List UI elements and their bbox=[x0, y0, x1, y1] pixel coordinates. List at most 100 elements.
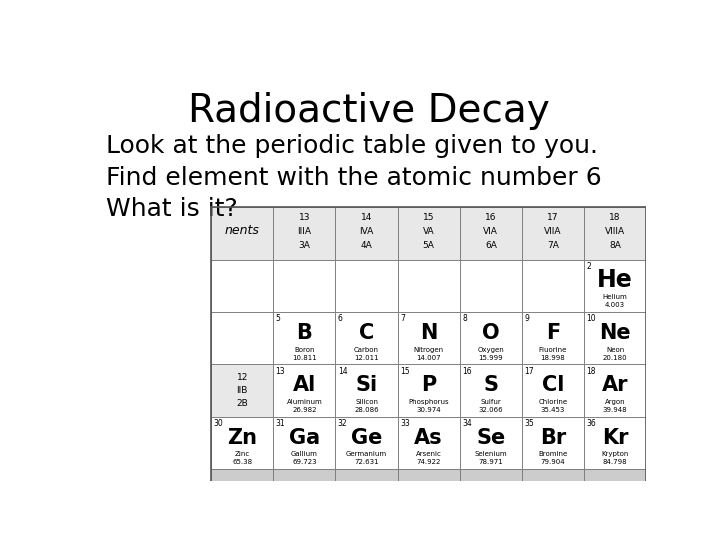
Bar bbox=[397, 469, 460, 482]
Text: 32.066: 32.066 bbox=[479, 407, 503, 413]
Bar bbox=[522, 207, 584, 260]
Text: Argon: Argon bbox=[605, 399, 626, 405]
Text: 4A: 4A bbox=[361, 241, 372, 251]
Text: Krypton: Krypton bbox=[601, 451, 629, 457]
Text: Carbon: Carbon bbox=[354, 347, 379, 353]
Text: Nitrogen: Nitrogen bbox=[413, 347, 444, 353]
Text: 26.982: 26.982 bbox=[292, 407, 317, 413]
Text: 34: 34 bbox=[462, 419, 472, 428]
Text: Radioactive Decay: Radioactive Decay bbox=[188, 92, 550, 130]
Bar bbox=[584, 312, 647, 365]
Bar bbox=[274, 364, 336, 417]
Text: 6A: 6A bbox=[485, 241, 497, 251]
Text: IIB: IIB bbox=[237, 386, 248, 395]
Bar bbox=[211, 207, 647, 482]
Bar bbox=[274, 207, 336, 260]
Text: 12.011: 12.011 bbox=[354, 355, 379, 361]
Text: IIIA: IIIA bbox=[297, 227, 311, 237]
Bar bbox=[460, 469, 522, 482]
Text: Aluminum: Aluminum bbox=[287, 399, 323, 405]
Bar bbox=[460, 312, 522, 365]
Text: Oxygen: Oxygen bbox=[477, 347, 504, 353]
Text: 14: 14 bbox=[361, 213, 372, 222]
Text: 74.922: 74.922 bbox=[416, 459, 441, 465]
Text: Find element with the atomic number 6: Find element with the atomic number 6 bbox=[106, 166, 601, 191]
Text: 13: 13 bbox=[299, 213, 310, 222]
Text: 72.631: 72.631 bbox=[354, 459, 379, 465]
Text: 5A: 5A bbox=[423, 241, 435, 251]
Bar bbox=[211, 469, 274, 482]
Text: 20.180: 20.180 bbox=[603, 355, 627, 361]
Bar bbox=[397, 207, 460, 260]
Text: 9: 9 bbox=[524, 314, 529, 323]
Text: 6: 6 bbox=[338, 314, 343, 323]
Text: 10: 10 bbox=[586, 314, 596, 323]
Text: Se: Se bbox=[476, 428, 505, 448]
Bar bbox=[274, 469, 336, 482]
Bar bbox=[584, 260, 647, 312]
Bar bbox=[522, 364, 584, 417]
Text: 16: 16 bbox=[462, 367, 472, 376]
Bar bbox=[336, 207, 397, 260]
Text: 35: 35 bbox=[524, 419, 534, 428]
Bar bbox=[522, 312, 584, 365]
Text: 10.811: 10.811 bbox=[292, 355, 317, 361]
Text: Chlorine: Chlorine bbox=[539, 399, 567, 405]
Bar bbox=[584, 364, 647, 417]
Text: Ar: Ar bbox=[602, 375, 629, 395]
Bar bbox=[397, 417, 460, 469]
Bar bbox=[584, 207, 647, 260]
Text: 18: 18 bbox=[609, 213, 621, 222]
Bar bbox=[336, 469, 397, 482]
Text: P: P bbox=[421, 375, 436, 395]
Text: Boron: Boron bbox=[294, 347, 315, 353]
Bar bbox=[522, 417, 584, 469]
Text: 5: 5 bbox=[276, 314, 281, 323]
Bar bbox=[274, 417, 336, 469]
Bar bbox=[460, 207, 522, 260]
Text: 69.723: 69.723 bbox=[292, 459, 317, 465]
Text: Zn: Zn bbox=[228, 428, 257, 448]
Text: VA: VA bbox=[423, 227, 434, 237]
Bar bbox=[274, 260, 336, 312]
Text: 18.998: 18.998 bbox=[541, 355, 565, 361]
Text: 65.38: 65.38 bbox=[232, 459, 252, 465]
Text: 12: 12 bbox=[237, 373, 248, 382]
Text: VIIIA: VIIIA bbox=[605, 227, 625, 237]
Text: 3A: 3A bbox=[298, 241, 310, 251]
Text: Phosphorus: Phosphorus bbox=[408, 399, 449, 405]
Text: 2B: 2B bbox=[236, 399, 248, 408]
Bar bbox=[336, 364, 397, 417]
Text: 33: 33 bbox=[400, 419, 410, 428]
Text: 8: 8 bbox=[462, 314, 467, 323]
Text: C: C bbox=[359, 323, 374, 343]
Text: 15: 15 bbox=[423, 213, 434, 222]
Text: Gallium: Gallium bbox=[291, 451, 318, 457]
Text: 13: 13 bbox=[276, 367, 285, 376]
Text: 30: 30 bbox=[213, 419, 223, 428]
Text: nents: nents bbox=[225, 224, 260, 237]
Bar bbox=[274, 312, 336, 365]
Text: 17: 17 bbox=[524, 367, 534, 376]
Text: Fluorine: Fluorine bbox=[539, 347, 567, 353]
Text: S: S bbox=[483, 375, 498, 395]
Text: Germanium: Germanium bbox=[346, 451, 387, 457]
Text: F: F bbox=[546, 323, 560, 343]
Bar bbox=[522, 260, 584, 312]
Text: Kr: Kr bbox=[602, 428, 629, 448]
Text: Ge: Ge bbox=[351, 428, 382, 448]
Text: 16: 16 bbox=[485, 213, 497, 222]
Text: He: He bbox=[598, 267, 633, 292]
Bar bbox=[211, 260, 274, 312]
Text: 4.003: 4.003 bbox=[605, 302, 625, 308]
Text: Br: Br bbox=[540, 428, 566, 448]
Text: 79.904: 79.904 bbox=[541, 459, 565, 465]
Bar bbox=[460, 417, 522, 469]
Text: VIA: VIA bbox=[483, 227, 498, 237]
Text: 2: 2 bbox=[586, 262, 591, 271]
Bar bbox=[211, 207, 274, 260]
Text: 8A: 8A bbox=[609, 241, 621, 251]
Text: Al: Al bbox=[293, 375, 316, 395]
Text: Si: Si bbox=[356, 375, 377, 395]
Bar bbox=[584, 469, 647, 482]
